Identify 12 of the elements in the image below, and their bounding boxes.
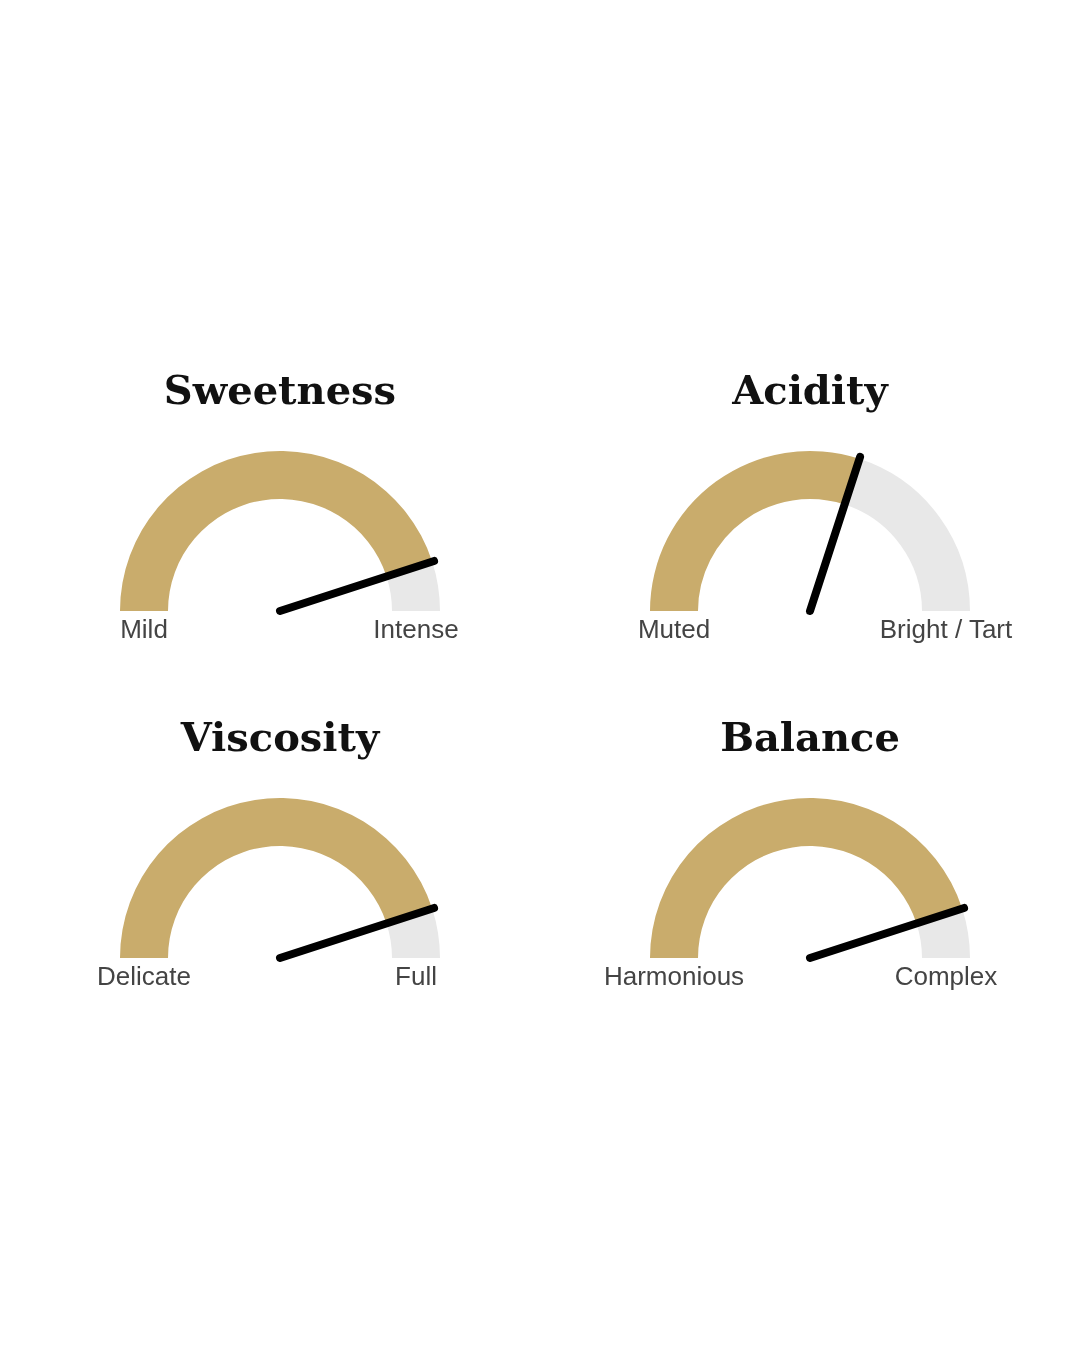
text: Mild [120, 614, 168, 645]
chart-title: Sweetness [162, 365, 398, 415]
text: Bright / Tart [879, 614, 1013, 645]
text: Complex [894, 961, 998, 992]
chart-title: Balance [719, 712, 901, 762]
text: Delicate [97, 961, 191, 992]
text: Full [395, 961, 437, 992]
chart-title: Viscosity [179, 712, 382, 762]
text: Muted [637, 614, 711, 645]
text: Harmonious [603, 961, 745, 992]
chart-title: Acidity [731, 365, 890, 415]
text: Intense [373, 614, 459, 645]
